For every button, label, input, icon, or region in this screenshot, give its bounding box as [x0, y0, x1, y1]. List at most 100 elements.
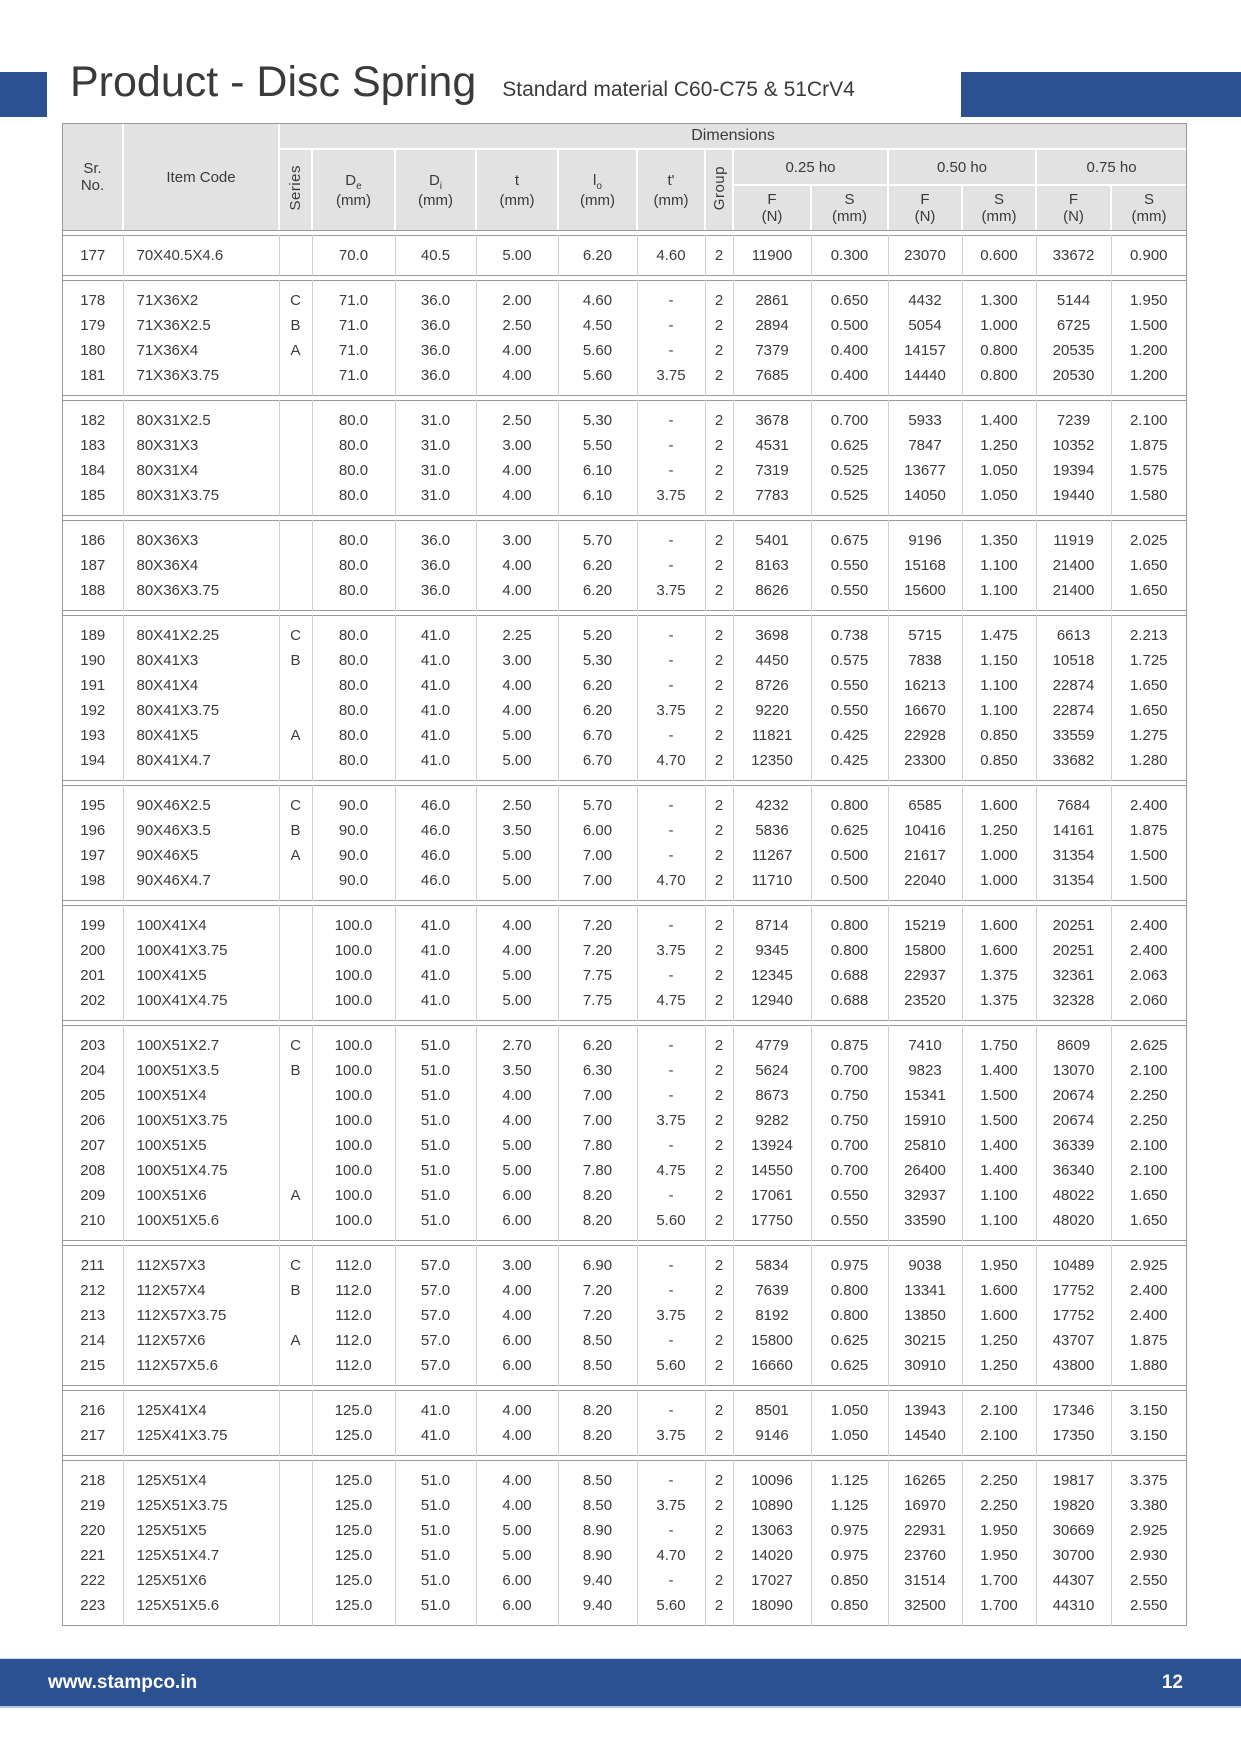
cell-sr-no: 193 [80, 727, 106, 744]
cell-item-code: 80X31X3 [122, 433, 279, 458]
table-row: 197 90X46X5 A 90.0 46.0 5.00 7.00-2 11267 0.500 2… [63, 843, 1186, 868]
cell-di: 46.0 [394, 818, 476, 843]
cell-de: 125.0 [311, 1493, 395, 1518]
cell-f-075: 20251 [1035, 905, 1111, 938]
cell-s-075: 1.650 [1110, 578, 1186, 611]
cell-item-code: 80X31X2.5 [122, 400, 279, 433]
cell-s-050: 1.400 [961, 1158, 1036, 1183]
cell-t-dash: 3.75 [636, 578, 705, 611]
cell-de: 100.0 [311, 1158, 395, 1183]
table-row: 216 125X41X4 125.0 41.0 4.00 8.20-2 8501 1.050 1… [63, 1390, 1186, 1423]
cell-de: 71.0 [311, 338, 395, 363]
table-row: 205 100X51X4 100.0 51.0 4.00 7.00-2 8673 0.750 1… [63, 1083, 1186, 1108]
cell-di: 57.0 [394, 1303, 476, 1328]
cell-t: 4.00 [475, 578, 558, 611]
cell-series [278, 1108, 312, 1133]
cell-f-025: 8163 [732, 553, 811, 578]
cell-f-075: 22874 [1035, 673, 1111, 698]
cell-f-075: 19394 [1035, 458, 1111, 483]
cell-t-dash: - [636, 553, 705, 578]
cell-de: 100.0 [311, 1208, 395, 1241]
cell-de: 80.0 [311, 648, 395, 673]
cell-s-075: 1.280 [1110, 748, 1186, 781]
cell-t: 6.00 [475, 1208, 558, 1241]
cell-series [278, 458, 312, 483]
cell-series [278, 748, 312, 781]
row-group: 189 80X41X2.25 C 80.0 41.0 2.25 5.20-2 3698 0.73… [63, 615, 1186, 781]
cell-sr-no: 199 [80, 917, 106, 934]
cell-di: 57.0 [394, 1245, 476, 1278]
cell-di: 40.5 [394, 235, 476, 276]
cell-group: 2 [704, 723, 733, 748]
cell-f-075: 32328 [1035, 988, 1111, 1021]
cell-di: 41.0 [394, 905, 476, 938]
cell-s-075: 2.025 [1110, 520, 1186, 553]
cell-t: 4.00 [475, 673, 558, 698]
cell-t-dash: - [636, 1328, 705, 1353]
col-header-s-025: S (mm) [811, 185, 889, 230]
cell-item-code: 100X51X4 [122, 1083, 279, 1108]
cell-s-025: 0.850 [810, 1593, 888, 1626]
cell-s-075: 2.250 [1110, 1108, 1186, 1133]
cell-t-dash: - [636, 400, 705, 433]
cell-lo: 6.90 [557, 1245, 637, 1278]
cell-item-code: 80X41X3.75 [122, 698, 279, 723]
cell-t-dash: - [636, 1025, 705, 1058]
cell-di: 36.0 [394, 520, 476, 553]
cell-s-050: 1.700 [961, 1593, 1036, 1626]
cell-t: 5.00 [475, 963, 558, 988]
cell-di: 51.0 [394, 1158, 476, 1183]
cell-item-code: 125X51X4 [122, 1460, 279, 1493]
cell-item-code: 125X41X4 [122, 1390, 279, 1423]
cell-sr-no: 195 [80, 797, 106, 814]
col-header-group: Group [705, 149, 734, 230]
cell-f-025: 4779 [732, 1025, 811, 1058]
cell-f-025: 8626 [732, 578, 811, 611]
table-row: 207 100X51X5 100.0 51.0 5.00 7.80-2 13924 0.700… [63, 1133, 1186, 1158]
cell-sr-no: 215 [80, 1357, 106, 1374]
cell-sr-no: 207 [80, 1137, 106, 1154]
cell-di: 51.0 [394, 1543, 476, 1568]
page-number: 12 [1161, 1671, 1183, 1693]
cell-t: 5.00 [475, 843, 558, 868]
cell-t-dash: 4.75 [636, 988, 705, 1021]
cell-item-code: 112X57X5.6 [122, 1353, 279, 1386]
cell-f-075: 36339 [1035, 1133, 1111, 1158]
cell-s-050: 1.100 [961, 578, 1036, 611]
cell-t: 3.00 [475, 433, 558, 458]
table-row: 196 90X46X3.5 B 90.0 46.0 3.50 6.00-2 5836 0.625… [63, 818, 1186, 843]
cell-s-050: 1.375 [961, 988, 1036, 1021]
cell-item-code: 100X51X5.6 [122, 1208, 279, 1241]
cell-di: 31.0 [394, 400, 476, 433]
cell-group: 2 [704, 483, 733, 516]
cell-sr-no: 219 [80, 1497, 106, 1514]
table-row: 219 125X51X3.75 125.0 51.0 4.00 8.50 3.75 2 1089… [63, 1493, 1186, 1518]
cell-f-050: 5054 [887, 313, 962, 338]
cell-f-025: 3698 [732, 615, 811, 648]
cell-item-code: 80X36X4 [122, 553, 279, 578]
cell-t-dash: - [636, 843, 705, 868]
cell-f-075: 33672 [1035, 235, 1111, 276]
cell-t: 6.00 [475, 1183, 558, 1208]
cell-f-025: 4450 [732, 648, 811, 673]
cell-de: 125.0 [311, 1390, 395, 1423]
cell-de: 80.0 [311, 723, 395, 748]
table-body: 177 70X40.5X4.6 70.0 40.5 5.00 6.20 4.60 2 11900… [63, 235, 1186, 1626]
cell-de: 80.0 [311, 553, 395, 578]
cell-item-code: 71X36X2 [122, 280, 279, 313]
cell-item-code: 80X41X3 [122, 648, 279, 673]
cell-item-code: 125X51X5 [122, 1518, 279, 1543]
row-group: 211 112X57X3 C 112.0 57.0 3.00 6.90-2 5834 0.975… [63, 1245, 1186, 1386]
cell-f-050: 15910 [887, 1108, 962, 1133]
cell-f-050: 9038 [887, 1245, 962, 1278]
cell-group: 2 [704, 818, 733, 843]
cell-t-dash: - [636, 1460, 705, 1493]
cell-group: 2 [704, 1423, 733, 1456]
table-row: 220 125X51X5 125.0 51.0 5.00 8.90-2 13063 0.975… [63, 1518, 1186, 1543]
cell-group: 2 [704, 433, 733, 458]
cell-f-050: 7847 [887, 433, 962, 458]
cell-item-code: 100X51X3.5 [122, 1058, 279, 1083]
cell-de: 125.0 [311, 1518, 395, 1543]
cell-de: 80.0 [311, 458, 395, 483]
page-title: Product - Disc Spring [70, 58, 477, 106]
